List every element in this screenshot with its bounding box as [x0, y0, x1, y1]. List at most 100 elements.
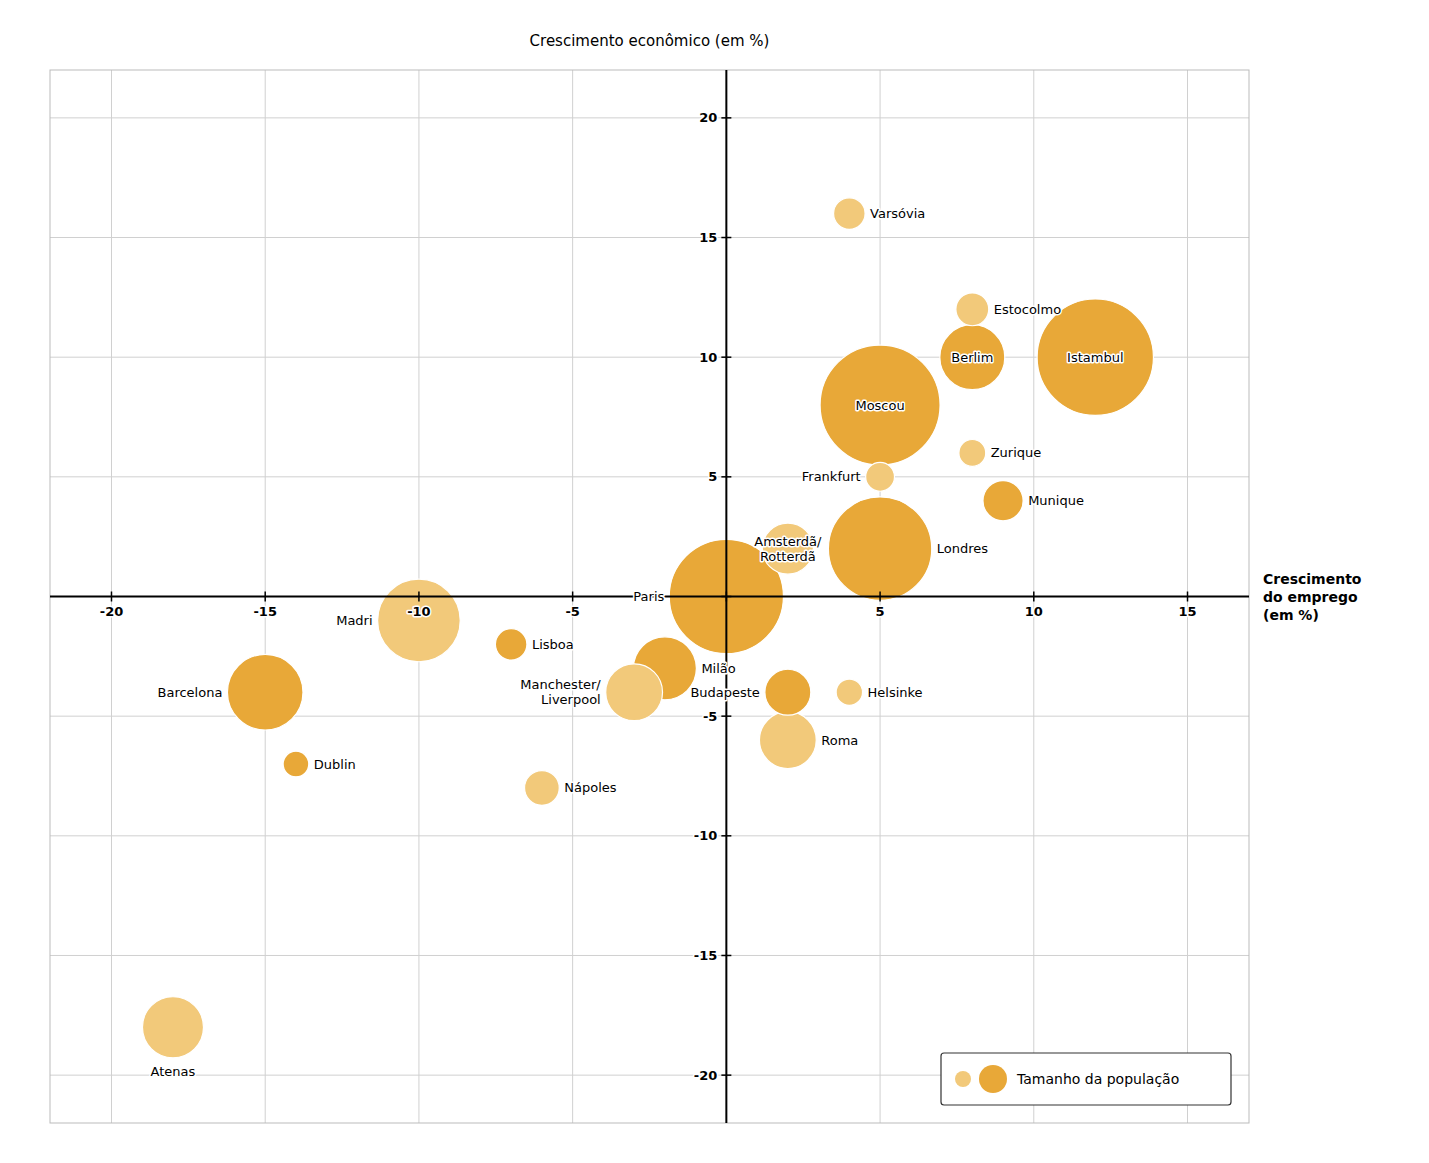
x-tick-label: 15	[1178, 604, 1196, 619]
x-tick-label: 10	[1025, 604, 1043, 619]
point-label: Atenas	[151, 1064, 196, 1079]
y-tick-label: -10	[694, 828, 718, 843]
bubble	[495, 629, 527, 661]
y-axis-title: Crescimento econômico (em %)	[530, 32, 770, 50]
grid-line-x	[265, 70, 266, 1123]
point-label: Istambul	[1067, 350, 1123, 365]
bubble	[866, 462, 895, 491]
grid-line-x	[572, 70, 573, 1123]
bubble	[940, 325, 1005, 390]
point-label: Budapeste	[690, 685, 760, 700]
text-line: Roma	[821, 733, 858, 748]
text-line: Londres	[937, 541, 989, 556]
x-tick	[879, 592, 881, 602]
y-tick	[721, 356, 731, 358]
chart: -20-15-10-551015-20-15-10-55101520Moscou…	[0, 0, 1429, 1163]
point-label: Madri	[336, 613, 372, 628]
bubble	[983, 481, 1023, 521]
text-line: do emprego	[1263, 589, 1358, 605]
y-tick-label: 20	[699, 110, 717, 125]
point-label: Milão	[701, 661, 735, 676]
text-line: Budapeste	[690, 685, 760, 700]
x-tick-label: -20	[100, 604, 124, 619]
grid-line-y	[50, 476, 1249, 477]
bubble	[828, 497, 931, 600]
point-label: Berlim	[951, 350, 993, 365]
bubble	[142, 997, 203, 1058]
text-line: Nápoles	[564, 780, 617, 795]
x-tick	[264, 592, 266, 602]
text-line: Estocolmo	[994, 302, 1061, 317]
point-labels: Moscou Istambul Paris Londres Madri Barcelona…	[151, 206, 1124, 1079]
y-tick-label: 5	[708, 469, 717, 484]
point-label: Munique	[1028, 493, 1084, 508]
bubble	[227, 654, 303, 730]
text-line: Moscou	[855, 398, 904, 413]
bubble	[378, 579, 461, 662]
bubbles	[142, 198, 1153, 1058]
point-label: Lisboa	[532, 637, 574, 652]
text-line: (em %)	[1263, 607, 1319, 623]
text-line: Milão	[701, 661, 735, 676]
x-tick	[1187, 592, 1189, 602]
grid-line-x	[111, 70, 112, 1123]
y-tick	[721, 835, 731, 837]
text-line: Barcelona	[158, 685, 223, 700]
bubble	[759, 712, 816, 769]
text-line: Helsinke	[868, 685, 923, 700]
x-tick-label: 5	[876, 604, 885, 619]
point-label: Nápoles	[564, 780, 617, 795]
y-tick	[721, 117, 731, 119]
point-label: Dublin	[314, 757, 356, 772]
grid-line-x	[880, 70, 881, 1123]
x-axis-title: Crescimentodo emprego(em %)	[1263, 571, 1362, 623]
bubble	[820, 345, 940, 465]
text-line: Frankfurt	[802, 469, 861, 484]
point-label: Roma	[821, 733, 858, 748]
grid	[50, 70, 1249, 1123]
y-tick-label: 10	[699, 350, 717, 365]
bubble	[836, 679, 862, 705]
y-tick-label: -5	[703, 709, 717, 724]
x-tick-label: -15	[253, 604, 277, 619]
y-tick	[721, 476, 731, 478]
grid-line-x	[418, 70, 419, 1123]
text-line: Madri	[336, 613, 372, 628]
y-tick	[721, 237, 731, 239]
bubble	[765, 669, 811, 715]
x-tick	[418, 592, 420, 602]
y-tick	[721, 1074, 731, 1076]
y-tick	[721, 596, 731, 598]
text-line: Paris	[633, 589, 664, 604]
legend-box	[941, 1053, 1231, 1105]
point-label: Moscou	[855, 398, 904, 413]
background	[0, 0, 1429, 1163]
grid-line-x	[1033, 70, 1034, 1123]
point-label: Estocolmo	[994, 302, 1061, 317]
point-label: Varsóvia	[870, 206, 925, 221]
point-label: Londres	[937, 541, 989, 556]
grid-line-y	[50, 237, 1249, 238]
legend: Tamanho da população	[941, 1053, 1231, 1105]
point-label: Manchester/Liverpool	[520, 677, 601, 707]
point-label: Frankfurt	[802, 469, 861, 484]
text-line: Rotterdã	[760, 549, 816, 564]
legend-swatch-small	[955, 1071, 971, 1087]
point-label: Paris	[633, 589, 664, 604]
text-line: Lisboa	[532, 637, 574, 652]
x-tick	[111, 592, 113, 602]
grid-line-x	[1187, 70, 1188, 1123]
x-tick-label: -5	[565, 604, 579, 619]
text-line: Amsterdã/	[754, 534, 822, 549]
text-line: Manchester/	[520, 677, 601, 692]
text-line: Liverpool	[541, 692, 601, 707]
grid-line-y	[50, 117, 1249, 118]
text-line: Atenas	[151, 1064, 196, 1079]
point-label: Amsterdã/Rotterdã	[754, 534, 822, 564]
text-line: Munique	[1028, 493, 1084, 508]
grid-line-y	[50, 835, 1249, 836]
bubble	[956, 293, 989, 326]
y-tick	[721, 955, 731, 957]
x-tick	[572, 592, 574, 602]
bubble	[283, 751, 309, 777]
